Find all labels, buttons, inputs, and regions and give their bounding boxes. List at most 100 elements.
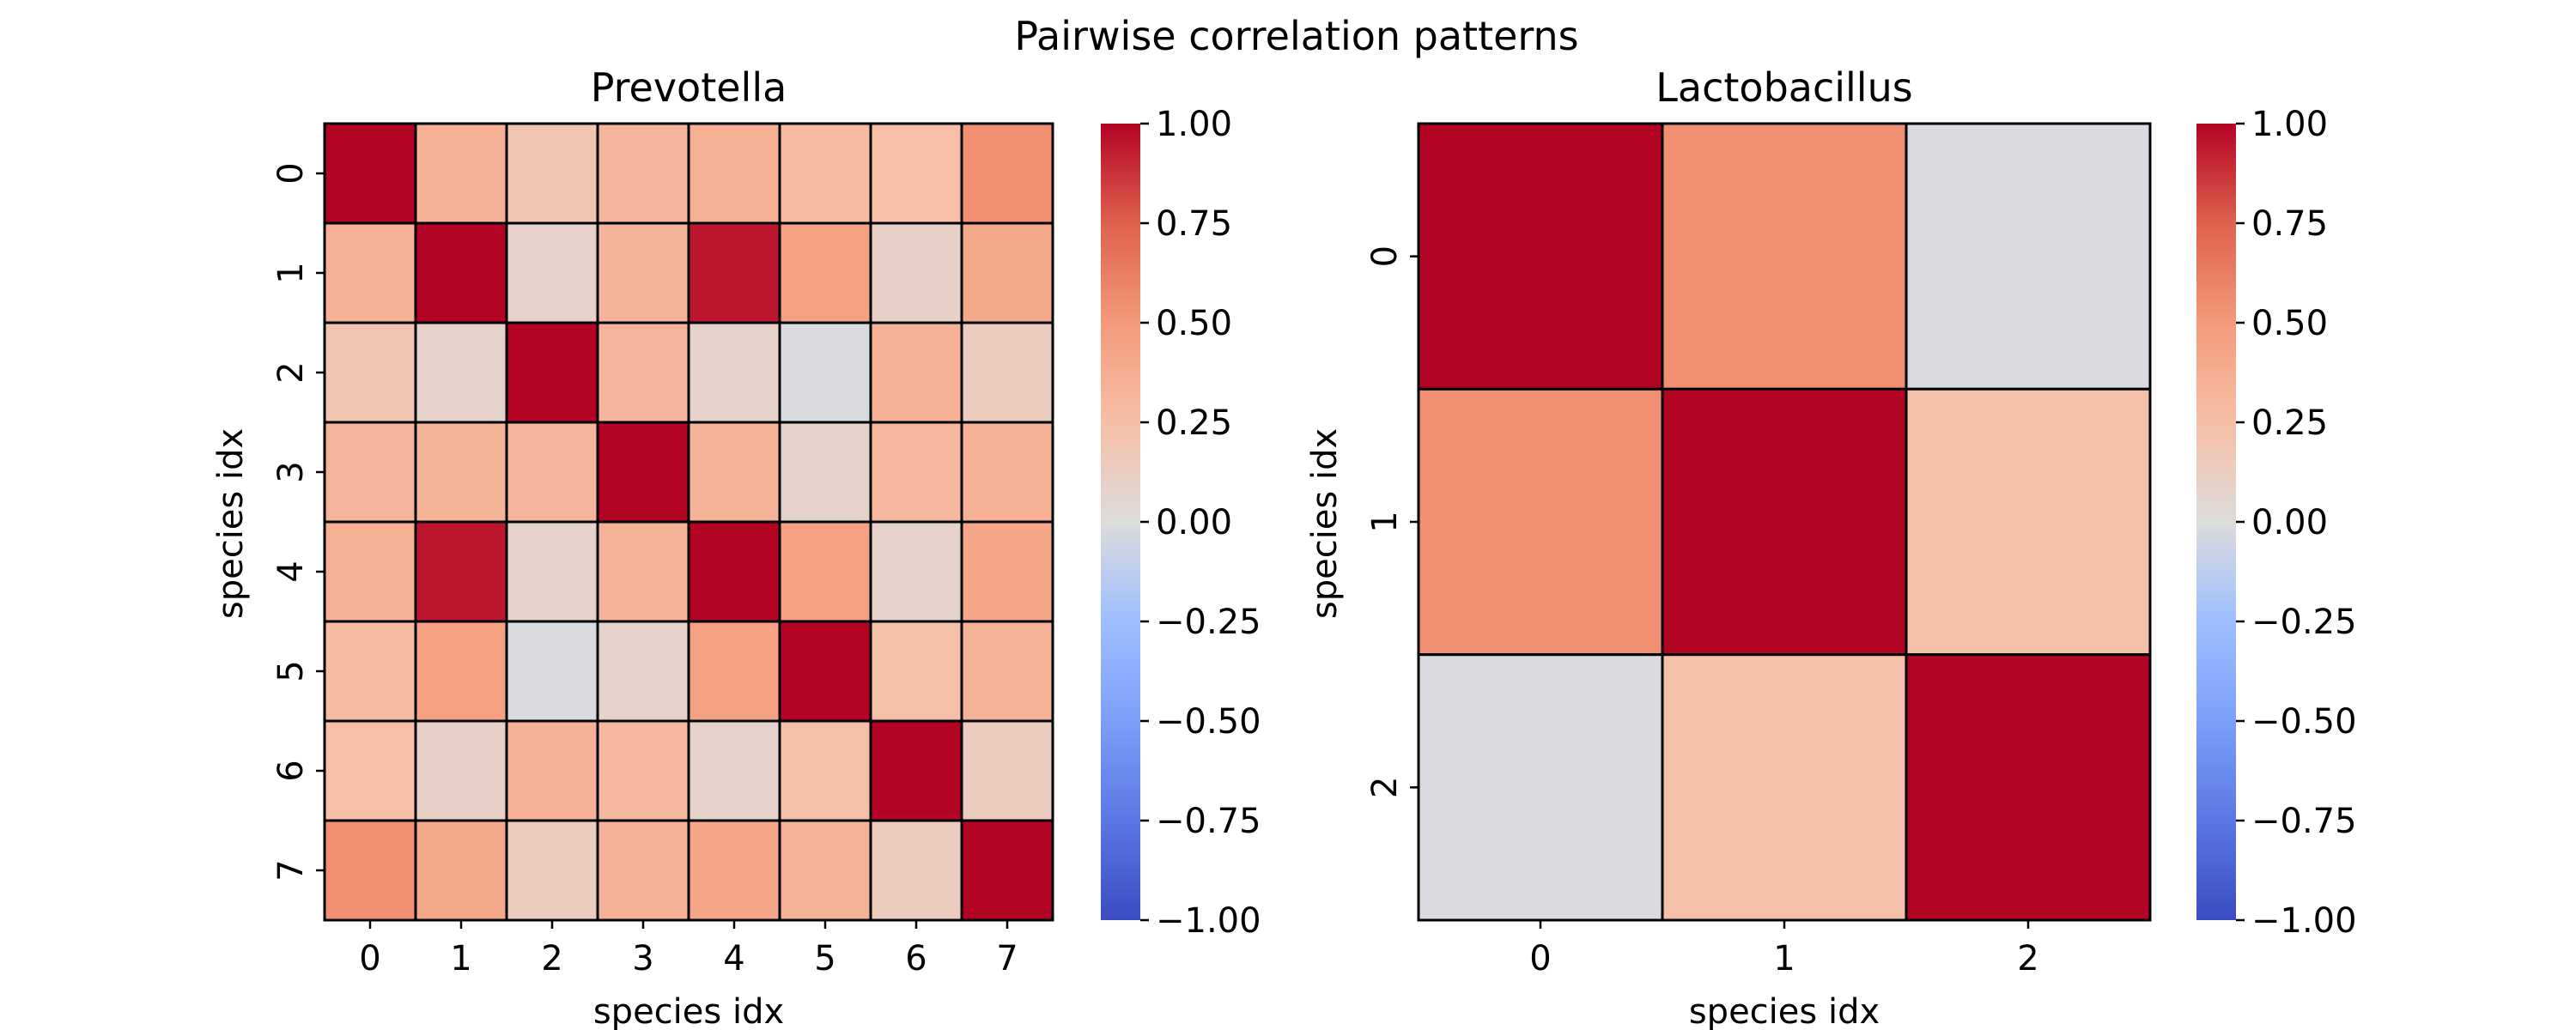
y-tick-label: 4 bbox=[271, 560, 311, 582]
heatmap-cell-r2-c1 bbox=[1661, 653, 1908, 922]
heatmap-cell-r1-c3 bbox=[596, 221, 690, 324]
x-tick-label: 7 bbox=[996, 939, 1018, 978]
heatmap-cell-r4-c5 bbox=[778, 520, 872, 623]
heatmap-cell-r4-c0 bbox=[323, 520, 417, 623]
heatmap-cell-r5-c5 bbox=[778, 620, 872, 723]
heatmap-cell-r2-c0 bbox=[323, 321, 417, 424]
heatmap-cell-r7-c1 bbox=[414, 819, 508, 922]
y-axis-ticks: 0 1 2 bbox=[1365, 245, 1419, 798]
heatmap-cell-r5-c7 bbox=[960, 620, 1054, 723]
heatmap-cell-r0-c0 bbox=[323, 122, 417, 225]
x-axis-label: species idx bbox=[1689, 992, 1880, 1030]
heatmap-cell-r5-c1 bbox=[414, 620, 508, 723]
heatmap-cell-r7-c4 bbox=[687, 819, 781, 922]
heatmap-cell-r0-c4 bbox=[687, 122, 781, 225]
heatmap-cell-r0-c6 bbox=[869, 122, 963, 225]
y-tick-label: 1 bbox=[1365, 511, 1405, 532]
colorbar-tick-label: −1.00 bbox=[1156, 901, 1261, 941]
heatmap-cell-r4-c2 bbox=[505, 520, 599, 623]
y-tick-label: 5 bbox=[271, 660, 311, 682]
x-tick-label: 1 bbox=[1773, 939, 1795, 978]
heatmap-cell-r0-c3 bbox=[596, 122, 690, 225]
heatmap-cell-r3-c1 bbox=[414, 421, 508, 524]
colorbar-tick-label: −0.25 bbox=[1156, 603, 1261, 642]
heatmap-cell-r7-c5 bbox=[778, 819, 872, 922]
heatmap-cell-r3-c5 bbox=[778, 421, 872, 524]
heatmap-cell-r4-c4 bbox=[687, 520, 781, 623]
x-tick-label: 2 bbox=[541, 939, 562, 978]
colorbar-tick-label: −0.75 bbox=[2251, 802, 2357, 841]
heatmap-cell-r1-c6 bbox=[869, 221, 963, 324]
heatmap-cell-r4-c3 bbox=[596, 520, 690, 623]
heatmap-cell-r6-c2 bbox=[505, 719, 599, 822]
colorbar-tick-label: −0.75 bbox=[1156, 802, 1261, 841]
x-tick-label: 0 bbox=[359, 939, 380, 978]
heatmap-prevotella: Prevotella 0 1 2 3 4 5 6 7 0 1 2 3 4 5 6 7 species idx… bbox=[211, 64, 1261, 1030]
x-tick-label: 6 bbox=[905, 939, 927, 978]
heatmap-cell-r1-c7 bbox=[960, 221, 1054, 324]
heatmap-cell-r3-c3 bbox=[596, 421, 690, 524]
heatmap-cell-r3-c7 bbox=[960, 421, 1054, 524]
colorbar-tick-label: 1.00 bbox=[2251, 105, 2328, 144]
heatmap-cell-r7-c0 bbox=[323, 819, 417, 922]
colorbar: 1.00 0.75 0.50 0.25 0.00 −0.25 −0.50 −0.75 −1.00 bbox=[1101, 105, 1261, 941]
heatmap-cell-r4-c6 bbox=[869, 520, 963, 623]
heatmap-cell-r6-c1 bbox=[414, 719, 508, 822]
heatmap-cell-r2-c3 bbox=[596, 321, 690, 424]
heatmap-cell-r1-c2 bbox=[1905, 387, 2152, 657]
colorbar-gradient bbox=[1101, 124, 1140, 920]
x-tick-label: 1 bbox=[450, 939, 471, 978]
heatmap-cell-r5-c4 bbox=[687, 620, 781, 723]
heatmap-title: Lactobacillus bbox=[1656, 64, 1912, 111]
heatmap-cell-r3-c4 bbox=[687, 421, 781, 524]
colorbar-tick-label: 0.50 bbox=[2251, 304, 2328, 343]
heatmap-lactobacillus: Lactobacillus 0 1 2 0 1 2 species idx specie… bbox=[1305, 64, 2357, 1030]
colorbar-tick-label: 0.25 bbox=[2251, 403, 2328, 443]
heatmap-cells bbox=[1417, 122, 2152, 922]
colorbar-tick-label: 1.00 bbox=[1156, 105, 1232, 144]
heatmap-cell-r1-c0 bbox=[1417, 387, 1664, 657]
heatmap-title: Prevotella bbox=[591, 64, 787, 111]
heatmap-cell-r4-c1 bbox=[414, 520, 508, 623]
heatmap-cell-r0-c1 bbox=[1661, 122, 1908, 391]
colorbar-tick-label: −1.00 bbox=[2251, 901, 2357, 941]
y-tick-label: 6 bbox=[271, 760, 311, 781]
heatmap-cell-r5-c0 bbox=[323, 620, 417, 723]
heatmap-cell-r7-c7 bbox=[960, 819, 1054, 922]
heatmap-cell-r5-c6 bbox=[869, 620, 963, 723]
heatmap-cell-r3-c6 bbox=[869, 421, 963, 524]
colorbar-tick-label: 0.75 bbox=[1156, 204, 1232, 244]
x-tick-label: 3 bbox=[632, 939, 653, 978]
heatmap-cell-r1-c1 bbox=[1661, 387, 1908, 657]
y-tick-label: 0 bbox=[1365, 245, 1405, 267]
heatmap-cell-r2-c5 bbox=[778, 321, 872, 424]
heatmap-cell-r6-c5 bbox=[778, 719, 872, 822]
x-axis-label: species idx bbox=[593, 992, 784, 1030]
heatmap-cell-r0-c5 bbox=[778, 122, 872, 225]
colorbar-tick-label: 0.00 bbox=[1156, 503, 1232, 542]
heatmap-cell-r1-c0 bbox=[323, 221, 417, 324]
y-axis-ticks: 0 1 2 3 4 5 6 7 bbox=[271, 162, 325, 882]
heatmap-cell-r6-c0 bbox=[323, 719, 417, 822]
heatmap-cell-r2-c4 bbox=[687, 321, 781, 424]
heatmap-cell-r6-c6 bbox=[869, 719, 963, 822]
heatmap-cell-r5-c3 bbox=[596, 620, 690, 723]
x-tick-label: 2 bbox=[2017, 939, 2038, 978]
heatmap-cell-r6-c4 bbox=[687, 719, 781, 822]
colorbar: 1.00 0.75 0.50 0.25 0.00 −0.25 −0.50 −0.75 −1.00 bbox=[2196, 105, 2357, 941]
heatmap-cell-r1-c2 bbox=[505, 221, 599, 324]
y-tick-label: 2 bbox=[1365, 777, 1405, 798]
colorbar-tick-label: 0.00 bbox=[2251, 503, 2328, 542]
y-tick-label: 0 bbox=[271, 162, 311, 184]
heatmap-cell-r1-c5 bbox=[778, 221, 872, 324]
y-tick-label: 2 bbox=[271, 361, 311, 383]
x-tick-label: 0 bbox=[1529, 939, 1551, 978]
x-tick-label: 5 bbox=[814, 939, 835, 978]
colorbar-tick-label: −0.50 bbox=[2251, 702, 2357, 742]
heatmap-cell-r6-c3 bbox=[596, 719, 690, 822]
heatmap-cell-r1-c4 bbox=[687, 221, 781, 324]
x-tick-label: 4 bbox=[723, 939, 744, 978]
colorbar-tick-label: −0.25 bbox=[2251, 603, 2357, 642]
